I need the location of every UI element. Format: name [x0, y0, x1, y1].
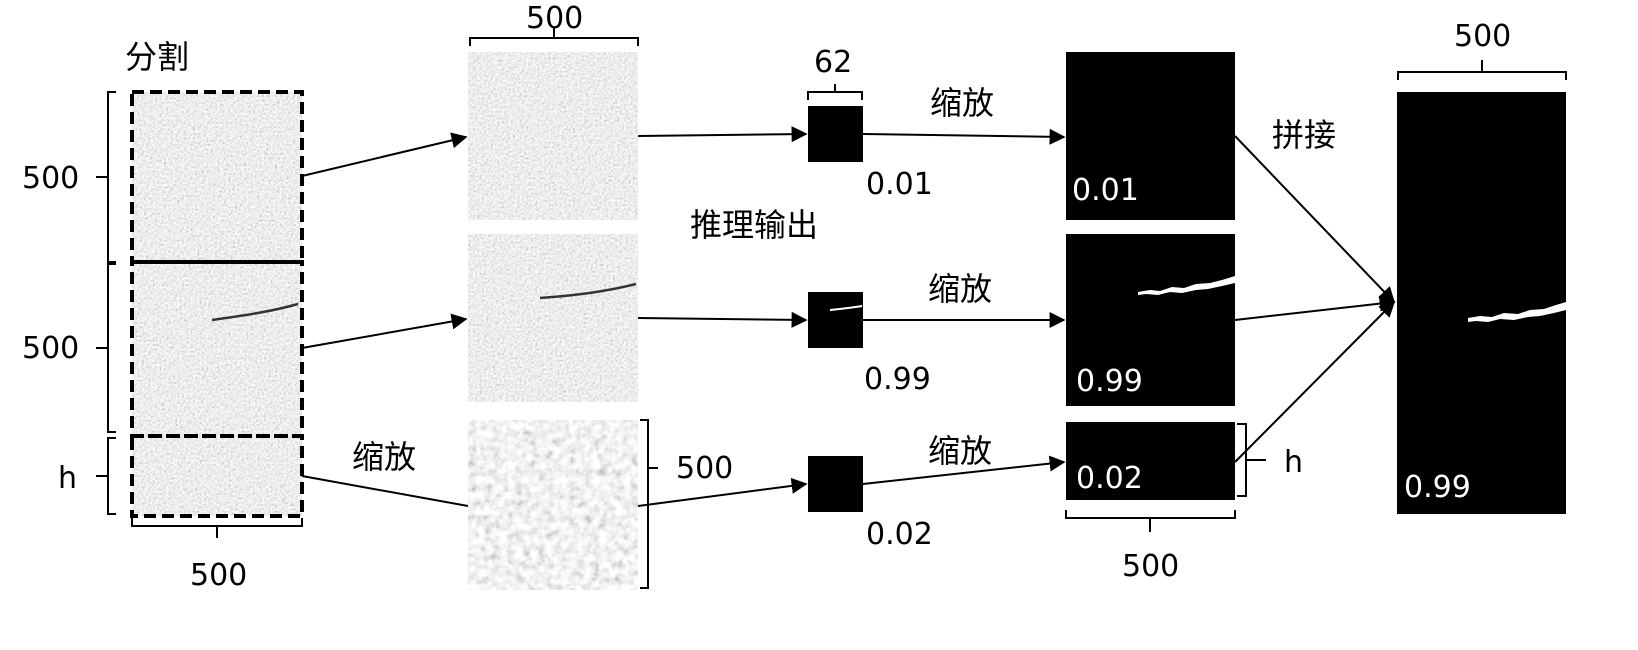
- source-tile-1: [132, 92, 302, 262]
- bottom-bracket-masks: [1065, 510, 1236, 532]
- right-bracket-mask3: [1237, 423, 1266, 497]
- scale-label-left: 缩放: [352, 438, 416, 476]
- score-small-2: 0.99: [864, 362, 931, 397]
- scale-label-3: 缩放: [928, 432, 992, 470]
- tile-500-3: [468, 420, 638, 590]
- top-bracket-final: [1397, 60, 1567, 80]
- source-tile-3: [132, 436, 302, 516]
- mask-2-score: 0.99: [1076, 364, 1143, 399]
- top-bracket-62: [807, 84, 863, 100]
- scale-label-1: 缩放: [930, 84, 994, 122]
- arrows-outputs-to-masks: [862, 128, 1066, 485]
- top-dim-500-final: 500: [1454, 19, 1511, 54]
- top-bracket-tiles: [469, 28, 639, 46]
- source-tile-2: [132, 262, 302, 436]
- left-dim-500-top: 500: [22, 161, 79, 196]
- small-output-1: [808, 106, 863, 162]
- score-small-1: 0.01: [866, 167, 933, 202]
- bottom-dim-500-source: 500: [190, 558, 247, 593]
- right-dim-500-tile3: 500: [676, 451, 733, 486]
- arrows-tiles-to-outputs: [637, 126, 808, 507]
- final-score: 0.99: [1404, 470, 1471, 505]
- mask-1: 0.01: [1066, 52, 1235, 220]
- bottom-bracket-source: [131, 518, 303, 538]
- scale-label-2: 缩放: [928, 270, 992, 308]
- left-brackets: [96, 91, 116, 515]
- arrows-split-to-tiles: [301, 132, 469, 507]
- inference-label: 推理输出: [690, 206, 818, 244]
- bottom-dim-500-masks: 500: [1122, 549, 1179, 584]
- final-mask: 0.99: [1397, 92, 1566, 514]
- left-dim-h: h: [58, 461, 77, 496]
- mask-1-score: 0.01: [1072, 173, 1139, 208]
- score-small-3: 0.02: [866, 517, 933, 552]
- mask-3-score: 0.02: [1076, 461, 1143, 496]
- tile-500-2: [468, 234, 638, 402]
- left-dim-500-mid: 500: [22, 331, 79, 366]
- tile-500-1: [468, 52, 638, 220]
- small-output-2: [808, 292, 863, 348]
- dim-62: 62: [814, 45, 852, 80]
- small-output-3: [808, 456, 863, 512]
- mask-2: 0.99: [1066, 234, 1235, 406]
- mask3-dim-h: h: [1284, 445, 1303, 480]
- top-dim-500-tiles: 500: [526, 1, 583, 36]
- arrows-masks-to-final: [1234, 135, 1396, 463]
- mask-3: 0.02: [1066, 422, 1235, 500]
- concat-label: 拼接: [1272, 116, 1336, 154]
- split-label: 分割: [125, 38, 189, 76]
